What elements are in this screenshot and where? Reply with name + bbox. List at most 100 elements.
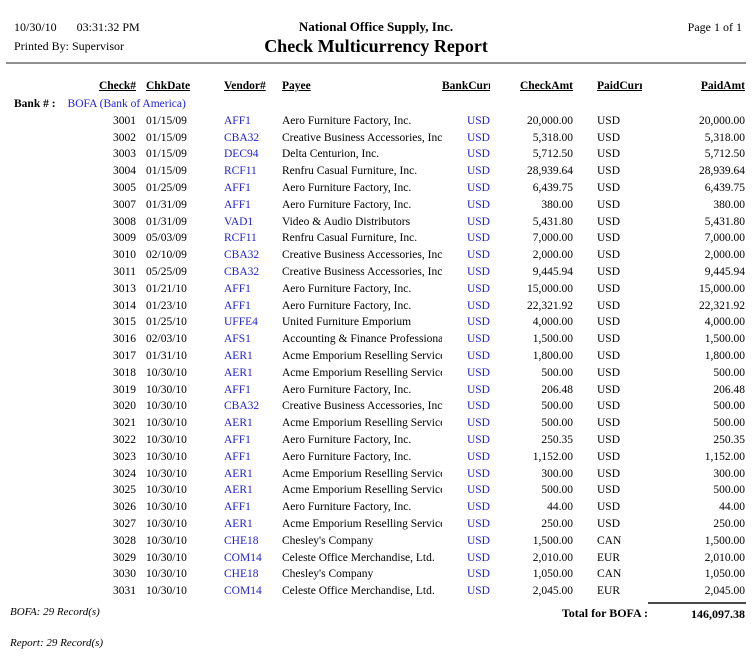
bank-total-label: Total for BOFA : [561, 606, 648, 621]
check-amt-cell: 7,000.00 [532, 232, 573, 245]
chk-date-cell: 10/30/10 [146, 551, 187, 564]
chk-date-cell: 10/30/10 [146, 534, 187, 547]
company-name: National Office Supply, Inc. [298, 19, 454, 34]
bank-curr-cell: USD [466, 131, 490, 144]
vendor-id-cell: AFF1 [224, 433, 251, 446]
table-row: 3023 10/30/10 AFF1 Aero Furniture Factory, … [8, 446, 748, 463]
print-dateline: 10/30/10 03:31:32 PM [14, 20, 140, 35]
check-amt-cell: 500.00 [541, 484, 573, 497]
payee-cell: Accounting & Finance Professionals [282, 333, 442, 346]
bank-curr-cell: USD [466, 551, 490, 564]
payee-cell: Acme Emporium Reselling Services [282, 467, 442, 480]
bank-curr-cell: USD [466, 484, 490, 497]
bank-curr-cell: USD [466, 316, 490, 329]
chk-date-cell: 10/30/10 [146, 501, 187, 514]
payee-cell: Chesley's Company [282, 534, 374, 547]
table-row: 3005 01/25/09 AFF1 Aero Furniture Factory, … [8, 177, 748, 194]
bank-curr-cell: USD [466, 148, 490, 161]
bank-curr-cell: USD [466, 366, 490, 379]
check-amt-cell: 206.48 [541, 383, 573, 396]
table-row: 3030 10/30/10 CHE18 Chesley's Company USD 1,0… [8, 564, 748, 581]
check-number-cell: 3026 [113, 501, 136, 514]
check-amt-cell: 9,445.94 [532, 265, 573, 278]
payee-cell: Delta Centurion, Inc. [282, 148, 380, 161]
vendor-id-cell: AFF1 [224, 501, 251, 514]
print-date: 10/30/10 [14, 20, 57, 34]
check-number-cell: 3027 [113, 517, 136, 530]
page-number: Page 1 of 1 [687, 20, 742, 34]
bank-curr-cell: USD [466, 232, 490, 245]
vendor-id-cell: UFFE4 [224, 316, 258, 329]
bank-curr-cell: USD [466, 467, 490, 480]
paid-curr-cell: EUR [597, 551, 620, 564]
paid-amt-cell: 2,000.00 [704, 249, 745, 262]
check-amt-cell: 5,712.50 [532, 148, 573, 161]
check-amt-cell: 6,439.75 [532, 181, 573, 194]
payee-cell: Creative Business Accessories, Inc. [282, 131, 442, 144]
paid-amt-cell: 5,431.80 [704, 215, 745, 228]
vendor-id-cell: RCF11 [224, 232, 257, 245]
check-amt-cell: 1,800.00 [532, 349, 573, 362]
chk-date-cell: 01/31/09 [146, 198, 187, 211]
check-number-cell: 3002 [113, 131, 136, 144]
bank-curr-cell: USD [466, 517, 490, 530]
vendor-id-cell: DEC94 [224, 148, 259, 161]
chk-date-cell: 01/15/09 [146, 131, 187, 144]
chk-date-cell: 02/03/10 [146, 333, 187, 346]
chk-date-cell: 10/30/10 [146, 585, 187, 598]
bank-curr-cell: USD [466, 383, 490, 396]
bank-curr-cell: USD [466, 282, 490, 295]
payee-cell: Aero Furniture Factory, Inc. [282, 501, 412, 514]
paid-amt-cell: 250.35 [713, 433, 745, 446]
chk-date-cell: 05/25/09 [146, 265, 187, 278]
check-number-cell: 3008 [113, 215, 136, 228]
check-amt-cell: 500.00 [541, 366, 573, 379]
chk-date-cell: 10/30/10 [146, 433, 187, 446]
chk-date-cell: 10/30/10 [146, 400, 187, 413]
paid-amt-cell: 500.00 [713, 417, 745, 430]
paid-curr-cell: USD [597, 114, 621, 127]
column-header-check-number: Check# [98, 80, 136, 92]
payee-cell: Celeste Office Merchandise, Ltd. [282, 551, 435, 564]
chk-date-cell: 10/30/10 [146, 366, 187, 379]
check-number-cell: 3010 [113, 249, 136, 262]
paid-curr-cell: USD [597, 181, 621, 194]
payee-cell: Acme Emporium Reselling Services [282, 349, 442, 362]
check-amt-cell: 44.00 [547, 501, 573, 514]
table-row: 3015 01/25/10 UFFE4 United Furniture Empori… [8, 312, 748, 329]
paid-curr-cell: USD [597, 232, 621, 245]
table-row: 3009 05/03/09 RCF11 Renfru Casual Furniture… [8, 228, 748, 245]
report-footer: BOFA: 29 Record(s) Total for BOFA : 146,… [0, 597, 752, 661]
check-number-cell: 3011 [113, 265, 136, 278]
table-row: 3016 02/03/10 AFS1 Accounting & Finance Pro… [8, 328, 748, 345]
paid-curr-cell: USD [597, 282, 621, 295]
payee-cell: Creative Business Accessories, Inc. [282, 265, 442, 278]
paid-amt-cell: 7,000.00 [704, 232, 745, 245]
vendor-id-cell: AFF1 [224, 299, 251, 312]
chk-date-cell: 01/15/09 [146, 165, 187, 178]
chk-date-cell: 02/10/09 [146, 249, 187, 262]
paid-amt-cell: 1,152.00 [704, 450, 745, 463]
check-number-cell: 3029 [113, 551, 136, 564]
check-amt-cell: 5,318.00 [532, 131, 573, 144]
payee-cell: Aero Furniture Factory, Inc. [282, 299, 412, 312]
bank-curr-cell: USD [466, 433, 490, 446]
paid-amt-cell: 206.48 [713, 383, 745, 396]
column-header-paid-amt: PaidAmt [700, 80, 745, 92]
check-number-cell: 3013 [113, 282, 136, 295]
column-header-payee: Payee [282, 80, 311, 92]
check-number-cell: 3023 [113, 450, 136, 463]
check-number-cell: 3031 [113, 585, 136, 598]
bank-group-row: Bank # : BOFA (Bank of America) [8, 92, 748, 110]
vendor-id-cell: AFS1 [224, 333, 251, 346]
paid-curr-cell: USD [597, 467, 621, 480]
table-row: 3001 01/15/09 AFF1 Aero Furniture Factory, … [8, 110, 748, 127]
paid-curr-cell: USD [597, 450, 621, 463]
table-row: 3029 10/30/10 COM14 Celeste Office Merchand… [8, 547, 748, 564]
paid-amt-cell: 2,010.00 [704, 551, 745, 564]
vendor-id-cell: AFF1 [224, 450, 251, 463]
payee-cell: Creative Business Accessories, Inc. [282, 400, 442, 413]
payee-cell: Chesley's Company [282, 568, 374, 581]
paid-curr-cell: USD [597, 316, 621, 329]
